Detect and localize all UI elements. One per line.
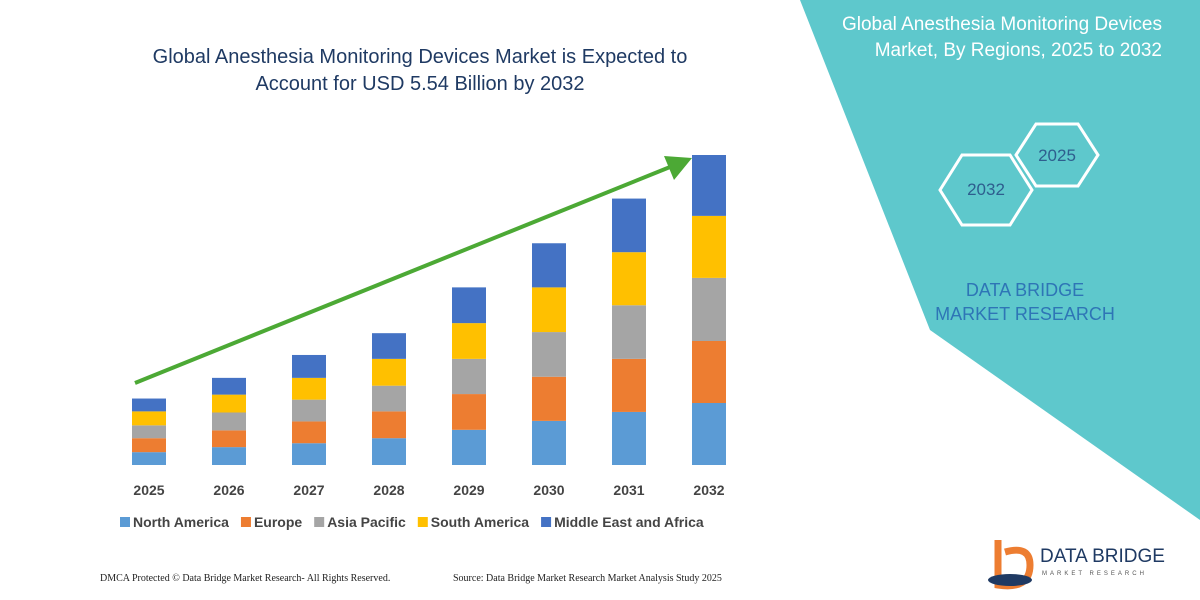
legend-swatch (541, 517, 552, 527)
logo-tagline: MARKET RESEARCH (1042, 571, 1147, 577)
legend-swatch (417, 517, 428, 527)
bar-segment (292, 377, 326, 400)
bar-segment (372, 333, 406, 359)
bar-segment (372, 438, 406, 465)
bar-segment (452, 394, 486, 430)
hexagon-label: 2032 (967, 180, 1005, 199)
logo: DATA BRIDGE MARKET RESEARCH (988, 540, 1165, 590)
panel-title: Global Anesthesia Monitoring Devices Mar… (841, 14, 1162, 61)
bar-segment (612, 252, 646, 306)
hexagon (1014, 122, 1100, 188)
x-tick-label: 2032 (693, 482, 724, 498)
x-tick-label: 2030 (533, 482, 564, 498)
bar-segment (612, 198, 646, 253)
x-tick-label: 2029 (453, 482, 484, 498)
trend-arrow (134, 163, 676, 385)
bar-segment (452, 358, 486, 395)
legend-label: Europe (254, 514, 302, 530)
legend-swatch (314, 517, 325, 527)
bar-segment (532, 332, 566, 377)
bar-segment (132, 452, 166, 465)
logo-mark (988, 574, 1032, 586)
bar-segment (292, 421, 326, 444)
bar-segment (692, 155, 726, 216)
legend-label: Asia Pacific (327, 514, 406, 530)
bar-segment (132, 411, 166, 426)
bar-segment (692, 403, 726, 465)
bar-segment (692, 341, 726, 403)
bar-segment (292, 354, 326, 378)
hexagon-label: 2025 (1038, 146, 1076, 165)
legend-swatch (120, 517, 130, 527)
x-tick-label: 2027 (293, 482, 324, 498)
footer-left: DMCA Protected © Data Bridge Market Rese… (100, 573, 391, 584)
bar-segment (132, 398, 166, 412)
trend-arrow-head (664, 156, 692, 180)
footer-right: Source: Data Bridge Market Research Mark… (453, 573, 722, 584)
x-tick-label: 2031 (613, 482, 644, 498)
legend-swatch (240, 517, 251, 527)
brand: DATA BRIDGE MARKET RESEARCH (935, 280, 1115, 324)
legend-label: South America (431, 514, 529, 530)
bar-segment (692, 215, 726, 278)
x-tick-label: 2026 (213, 482, 244, 498)
x-tick-label: 2025 (133, 482, 164, 498)
logo-name: DATA BRIDGE (1040, 546, 1165, 567)
legend-label: Middle East and Africa (554, 514, 704, 530)
hexagon (938, 153, 1034, 227)
bar-segment (212, 377, 246, 395)
bar-segment (612, 305, 646, 359)
bar-segment (612, 411, 646, 465)
bar-segment (292, 399, 326, 422)
x-tick-label: 2028 (373, 482, 404, 498)
bar-segment (452, 429, 486, 465)
bar-segment (372, 411, 406, 439)
bar-segment (212, 394, 246, 413)
bar-segment (452, 287, 486, 324)
legend-label: North America (133, 514, 229, 530)
bar-segment (532, 243, 566, 288)
bar-segment (372, 385, 406, 412)
bar-segment (132, 425, 166, 439)
bar-segment (212, 447, 246, 465)
bar-segment (532, 287, 566, 333)
panel-background (800, 0, 1200, 520)
bar-segment (292, 443, 326, 465)
bar-segment (372, 358, 406, 386)
bar-segment (612, 358, 646, 412)
bar-segment (532, 420, 566, 465)
chart-title: Global Anesthesia Monitoring Devices Mar… (152, 46, 688, 95)
bar-segment (692, 277, 726, 341)
bar-segment (532, 376, 566, 421)
bar-segment (132, 438, 166, 453)
bar-segment (212, 412, 246, 431)
bar-segment (212, 430, 246, 448)
bar-segment (452, 323, 486, 359)
